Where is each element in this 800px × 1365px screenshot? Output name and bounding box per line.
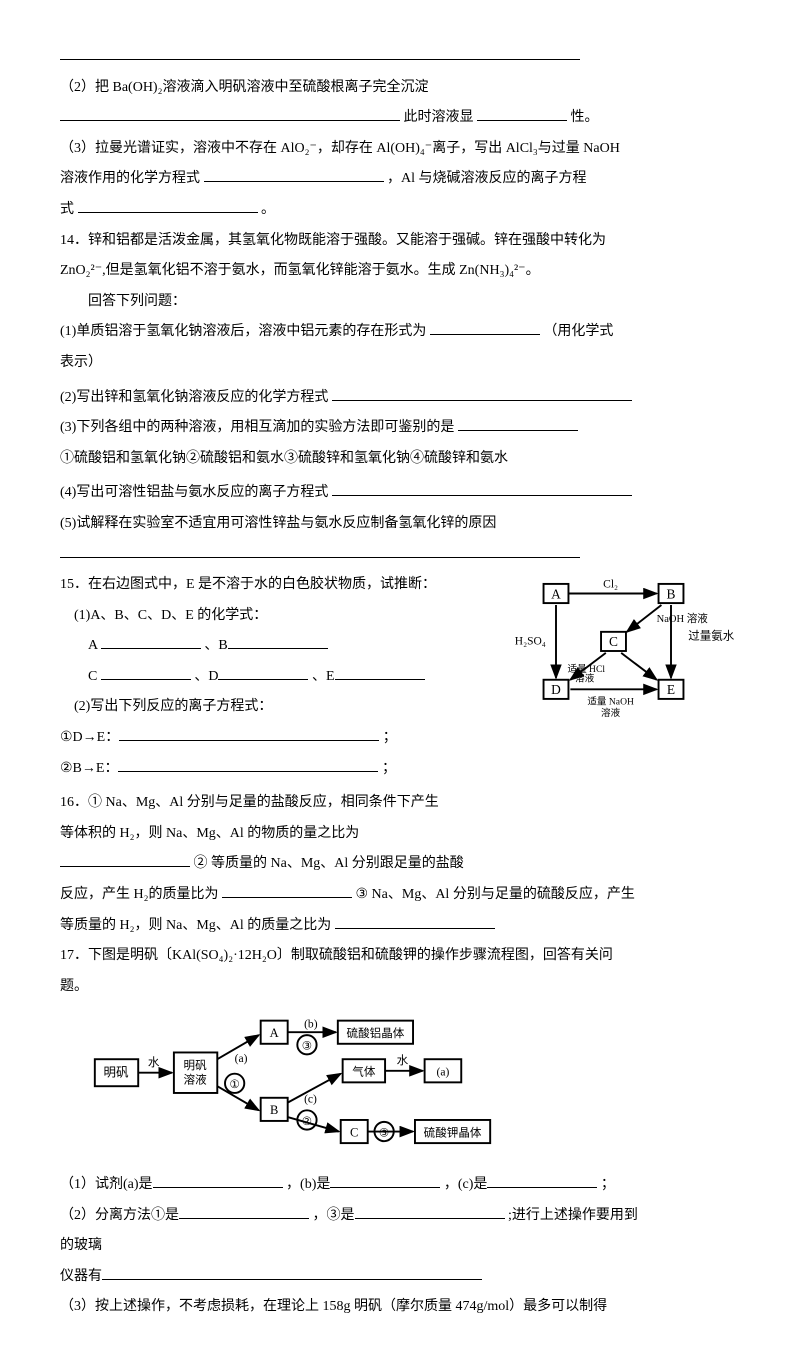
- q2-line1: （2）把 Ba(OH)₂溶液滴入明矾溶液中至硫酸根离子完全沉淀: [60, 75, 740, 102]
- q17-s1c: ，(c)是: [444, 1177, 488, 1192]
- q14-s1a: (1)单质铝溶于氢氧化钠溶液后，溶液中铝元素的存在形式为: [60, 324, 426, 339]
- q16-l1a: 16．① Na、Mg、Al 分别与足量的盐酸反应，相同条件下产生: [60, 790, 740, 817]
- q3-l2a: 溶液作用的化学方程式: [60, 171, 204, 186]
- svg-text:(a): (a): [437, 1066, 450, 1079]
- q17-s1a: （1）试剂(a)是: [60, 1177, 153, 1192]
- q17-s2e-label: 仪器有: [60, 1269, 102, 1284]
- q3-line2: 溶液作用的化学方程式 ，Al 与烧碱溶液反应的离子方程: [60, 166, 740, 193]
- q14-s3: (3)下列各组中的两种溶液，用相互滴加的实验方法即可鉴别的是: [60, 420, 454, 435]
- box-a-label: A: [551, 586, 561, 601]
- q2-text-a: 此时溶液显: [404, 110, 474, 125]
- q14-sub3: (3)下列各组中的两种溶液，用相互滴加的实验方法即可鉴别的是: [60, 415, 740, 442]
- q15-r2: ②B→E： ；: [60, 756, 740, 783]
- q14-l2: ZnO₂²⁻,但是氢氧化铝不溶于氨水，而氢氧化锌能溶于氨水。生成 Zn(NH₃)…: [60, 258, 740, 285]
- label-c: C: [88, 669, 101, 684]
- svg-text:B: B: [270, 1104, 278, 1118]
- q16-l2b: 反应，产生 H₂的质量比为: [60, 887, 219, 902]
- label-r1: ①D→E：: [60, 730, 119, 745]
- q17-s2a: （2）分离方法①是: [60, 1208, 179, 1223]
- q14-sub5: (5)试解释在实验室不适宜用可溶性锌盐与氨水反应制备氢氧化锌的原因: [60, 511, 740, 538]
- label-e: 、E: [312, 669, 335, 684]
- q14-sub4: (4)写出可溶性铝盐与氨水反应的离子方程式: [60, 480, 740, 507]
- svg-text:溶液: 溶液: [601, 707, 621, 719]
- q14-s3b: ①硫酸铝和氢氧化钠②硫酸铝和氨水③硫酸锌和氢氧化钠④硫酸锌和氨水: [60, 446, 740, 473]
- svg-text:硫酸钾晶体: 硫酸钾晶体: [424, 1126, 482, 1140]
- svg-text:(a): (a): [235, 1053, 248, 1066]
- q3-l3a: 式: [60, 202, 74, 217]
- svg-text:Cl₂: Cl₂: [603, 579, 618, 591]
- box-c-label: C: [609, 634, 618, 649]
- q14-l3: 回答下列问题：: [60, 289, 740, 316]
- svg-text:(c): (c): [304, 1093, 317, 1106]
- q3-l2b: ，Al 与烧碱溶液反应的离子方程: [387, 171, 587, 186]
- semicolon-1: ；: [383, 730, 397, 745]
- label-a: A: [88, 638, 101, 653]
- svg-text:适量 NaOH: 适量 NaOH: [587, 697, 634, 708]
- q17-head: 17．下图是明矾〔KAl(SO₄)₂·12H₂O〕制取硫酸铝和硫酸钾的操作步骤流…: [60, 943, 740, 970]
- box-d-label: D: [551, 682, 561, 697]
- q17-s2b: ，③是: [313, 1208, 355, 1223]
- q2-line2: 此时溶液显 性。: [60, 105, 740, 132]
- q3-l3b: 。: [261, 202, 275, 217]
- box-e-label: E: [667, 682, 675, 697]
- q17-s2c: ;进行上述操作要用到: [508, 1208, 638, 1223]
- svg-text:NaOH 溶液: NaOH 溶液: [657, 612, 709, 625]
- q2-text-b: 性。: [571, 110, 599, 125]
- q3-line3: 式 。: [60, 197, 740, 224]
- q14-s4: (4)写出可溶性铝盐与氨水反应的离子方程式: [60, 485, 328, 500]
- label-d: 、D: [194, 669, 218, 684]
- q17-flow-diagram: 明矾 水 明矾 溶液 (a) ① A (b) ③ 硫酸铝晶体 B (c) ② 气…: [90, 1006, 740, 1162]
- svg-text:A: A: [270, 1026, 279, 1040]
- svg-text:明矾: 明矾: [184, 1059, 208, 1072]
- q17-s1d: ；: [601, 1177, 615, 1192]
- q17-s2: （2）分离方法①是 ，③是 ;进行上述操作要用到: [60, 1203, 740, 1230]
- svg-text:气体: 气体: [352, 1065, 376, 1079]
- q17-s1b: ，(b)是: [286, 1177, 330, 1192]
- svg-text:H₂SO₄: H₂SO₄: [515, 635, 546, 647]
- q16-l1b: 等体积的 H₂，则 Na、Mg、Al 的物质的量之比为: [60, 821, 740, 848]
- q16-l2c: ③ Na、Mg、Al 分别与足量的硫酸反应，产生: [356, 887, 635, 902]
- q14-sub1: (1)单质铝溶于氢氧化钠溶液后，溶液中铝元素的存在形式为 （用化学式: [60, 319, 740, 346]
- svg-text:溶液: 溶液: [575, 673, 595, 685]
- q17-head2: 题。: [60, 974, 740, 1001]
- svg-text:硫酸铝晶体: 硫酸铝晶体: [347, 1026, 405, 1040]
- svg-text:C: C: [350, 1126, 358, 1140]
- q17-s1: （1）试剂(a)是 ，(b)是 ，(c)是 ；: [60, 1172, 740, 1199]
- q16-l3: 反应，产生 H₂的质量比为 ③ Na、Mg、Al 分别与足量的硫酸反应，产生: [60, 882, 740, 909]
- q16-l2a: ② 等质量的 Na、Mg、Al 分别跟足量的盐酸: [194, 856, 464, 871]
- box-b-label: B: [667, 586, 676, 601]
- q14-sub2: (2)写出锌和氢氧化钠溶液反应的化学方程式: [60, 385, 740, 412]
- q17-s2e: 仪器有: [60, 1264, 740, 1291]
- q14-s2: (2)写出锌和氢氧化钠溶液反应的化学方程式: [60, 390, 328, 405]
- svg-text:明矾: 明矾: [104, 1066, 130, 1080]
- top-blank: [60, 44, 740, 71]
- label-b: 、B: [204, 638, 227, 653]
- label-r2: ②B→E：: [60, 761, 118, 776]
- q17-s3: （3）按上述操作，不考虑损耗，在理论上 158g 明矾（摩尔质量 474g/mo…: [60, 1294, 740, 1321]
- svg-text:溶液: 溶液: [184, 1073, 208, 1087]
- q16-l2: ② 等质量的 Na、Mg、Al 分别跟足量的盐酸: [60, 851, 740, 878]
- svg-text:过量氨水: 过量氨水: [688, 630, 734, 643]
- q16-l2d: 等质量的 H₂，则 Na、Mg、Al 的质量之比为: [60, 918, 331, 933]
- svg-text:③: ③: [302, 1040, 312, 1053]
- svg-text:(b): (b): [304, 1018, 318, 1031]
- q14-blank: [60, 542, 740, 569]
- q16-l4: 等质量的 H₂，则 Na、Mg、Al 的质量之比为: [60, 913, 740, 940]
- svg-text:③: ③: [379, 1127, 389, 1140]
- q3-line1: （3）拉曼光谱证实，溶液中不存在 AlO₂⁻，却存在 Al(OH)₄⁻离子，写出…: [60, 136, 740, 163]
- svg-text:水: 水: [148, 1056, 160, 1069]
- semicolon-2: ；: [382, 761, 396, 776]
- q14-s1c: 表示）: [60, 350, 740, 377]
- svg-text:水: 水: [397, 1054, 409, 1067]
- q17-s2d: 的玻璃: [60, 1233, 740, 1260]
- q14-l1: 14．锌和铝都是活泼金属，其氢氧化物既能溶于强酸。又能溶于强碱。锌在强酸中转化为: [60, 228, 740, 255]
- q14-s1b: （用化学式: [543, 324, 613, 339]
- q15-diagram: A B C D E Cl₂ NaOH 溶液 H₂SO₄ 适量 HCl 溶液 过量…: [510, 574, 740, 739]
- svg-text:①: ①: [229, 1079, 239, 1092]
